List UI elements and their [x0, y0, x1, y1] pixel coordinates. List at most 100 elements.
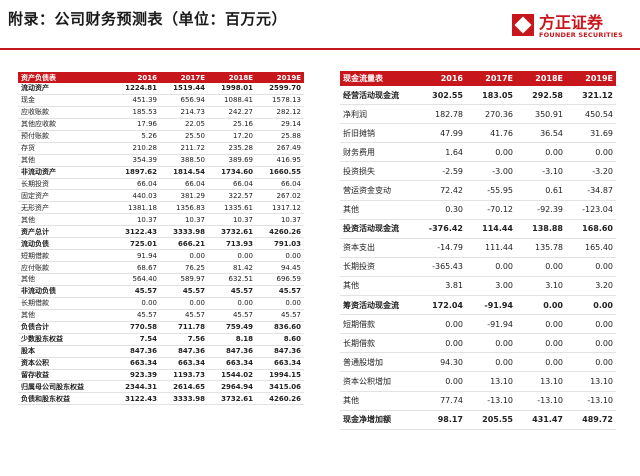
value-cell: 114.44 [466, 219, 516, 239]
header-cell: 2019E [566, 71, 616, 86]
value-cell: -13.10 [516, 391, 566, 411]
value-cell: 25.88 [256, 130, 304, 143]
table-row: 固定资产 440.03 381.29 322.57 267.02 [18, 189, 304, 203]
table-row: 长期投资 66.04 66.04 66.04 66.04 [18, 178, 304, 191]
value-cell: 8.18 [208, 333, 256, 346]
value-cell: 3333.98 [160, 392, 208, 406]
table-row: 应收账款 185.53 214.73 242.27 282.12 [18, 106, 304, 119]
value-cell: 0.00 [566, 295, 616, 316]
value-cell: 791.03 [256, 237, 304, 251]
value-cell: 10.37 [208, 213, 256, 227]
table-row: 流动资产 1224.81 1519.44 1998.01 2599.70 [18, 83, 304, 95]
value-cell: -91.94 [466, 295, 516, 316]
value-cell: 1088.41 [208, 94, 256, 107]
table-row: 营运资金变动 72.42 -55.95 0.61 -34.87 [340, 180, 616, 201]
value-cell: -34.87 [566, 180, 616, 201]
cash-flow-header: 现金流量表 2016 2017E 2018E 2019E [340, 71, 616, 86]
row-label: 资本公积 [18, 357, 112, 370]
row-label: 流动负债 [18, 237, 112, 251]
header-cell: 2019E [256, 72, 304, 83]
value-cell: 0.00 [516, 142, 566, 163]
row-label: 其他 [18, 213, 112, 227]
value-cell: 267.49 [256, 142, 304, 155]
cash-flow-body: 经营活动现金流 302.55 183.05 292.58 321.12 净利润 182.78… [340, 86, 616, 430]
value-cell: 2964.94 [208, 380, 256, 394]
value-cell: 292.58 [516, 86, 566, 106]
value-cell: 45.57 [112, 285, 160, 298]
value-cell: 205.55 [466, 410, 516, 430]
value-cell: 7.54 [112, 333, 160, 346]
value-cell: 489.72 [566, 410, 616, 430]
balance-sheet-table: 资产负债表 2016 2017E 2018E 2019E 流动资产 1224.81… [18, 72, 304, 406]
value-cell: 451.39 [112, 94, 160, 107]
table-row: 现金 451.39 656.94 1088.41 1578.13 [18, 94, 304, 107]
table-row: 财务费用 1.64 0.00 0.00 0.00 [340, 142, 616, 163]
value-cell: 1335.61 [208, 201, 256, 215]
value-cell: -91.94 [466, 314, 516, 335]
header-cell: 2018E [516, 71, 566, 86]
value-cell: 182.78 [416, 104, 466, 125]
value-cell: 94.45 [256, 261, 304, 274]
row-label: 短期借款 [340, 314, 416, 335]
header-cell: 2018E [208, 72, 256, 83]
table-row: 非流动负债 45.57 45.57 45.57 45.57 [18, 285, 304, 298]
table-row: 流动负债 725.01 666.21 713.93 791.03 [18, 237, 304, 251]
value-cell: 0.00 [416, 371, 466, 392]
table-row: 资本公积增加 0.00 13.10 13.10 13.10 [340, 371, 616, 392]
value-cell: 36.54 [516, 123, 566, 144]
value-cell: 564.40 [112, 273, 160, 286]
brand-name-en: FOUNDER SECURITIES [539, 31, 623, 39]
table-row: 筹资活动现金流 172.04 -91.94 0.00 0.00 [340, 295, 616, 316]
table-row: 普通股增加 94.30 0.00 0.00 0.00 [340, 352, 616, 373]
value-cell: 2344.31 [112, 380, 160, 394]
row-label: 长期投资 [340, 257, 416, 277]
value-cell: -92.39 [516, 200, 566, 220]
row-label: 其他 [340, 276, 416, 297]
value-cell: 81.42 [208, 261, 256, 274]
value-cell: 45.57 [112, 309, 160, 322]
value-cell: 711.78 [160, 321, 208, 334]
value-cell: 0.00 [112, 297, 160, 310]
value-cell: 45.57 [256, 309, 304, 322]
value-cell: 3.20 [566, 276, 616, 297]
header-cell: 资产负债表 [18, 72, 112, 83]
value-cell: 656.94 [160, 94, 208, 107]
value-cell: 0.00 [466, 333, 516, 354]
value-cell: 2614.65 [160, 380, 208, 394]
value-cell: -2.59 [416, 161, 466, 182]
value-cell: 321.12 [566, 86, 616, 106]
value-cell: 3415.06 [256, 380, 304, 394]
value-cell: 45.57 [208, 309, 256, 322]
table-row: 其他 0.30 -70.12 -92.39 -123.04 [340, 200, 616, 220]
balance-sheet-body: 流动资产 1224.81 1519.44 1998.01 2599.70 现金 451.39… [18, 83, 304, 406]
value-cell: 13.10 [566, 371, 616, 392]
value-cell: 10.37 [160, 213, 208, 227]
row-label: 其他 [340, 200, 416, 220]
row-label: 净利润 [340, 104, 416, 125]
value-cell: 76.25 [160, 261, 208, 274]
row-label: 其他应收款 [18, 118, 112, 131]
value-cell: 1897.62 [112, 166, 160, 179]
value-cell: 98.17 [416, 410, 466, 430]
table-row: 短期借款 0.00 -91.94 0.00 0.00 [340, 314, 616, 335]
value-cell: 10.37 [256, 213, 304, 227]
value-cell: 354.39 [112, 154, 160, 167]
value-cell: -13.10 [466, 391, 516, 411]
value-cell: 836.60 [256, 321, 304, 334]
value-cell: 1578.13 [256, 94, 304, 107]
row-label: 固定资产 [18, 189, 112, 203]
value-cell: -3.20 [566, 161, 616, 182]
row-label: 预付账款 [18, 130, 112, 143]
value-cell: 267.02 [256, 189, 304, 203]
table-row: 无形资产 1381.18 1356.83 1335.61 1317.12 [18, 201, 304, 215]
value-cell: 3.00 [466, 276, 516, 297]
value-cell: 0.00 [466, 352, 516, 373]
table-row: 资产总计 3122.43 3333.98 3732.61 4260.26 [18, 225, 304, 239]
value-cell: 1544.02 [208, 369, 256, 382]
value-cell: 770.58 [112, 321, 160, 334]
row-label: 负债合计 [18, 321, 112, 334]
table-row: 负债和股东权益 3122.43 3333.98 3732.61 4260.26 [18, 392, 304, 406]
row-label: 流动资产 [18, 83, 112, 95]
row-label: 非流动负债 [18, 285, 112, 298]
value-cell: 66.04 [256, 178, 304, 191]
